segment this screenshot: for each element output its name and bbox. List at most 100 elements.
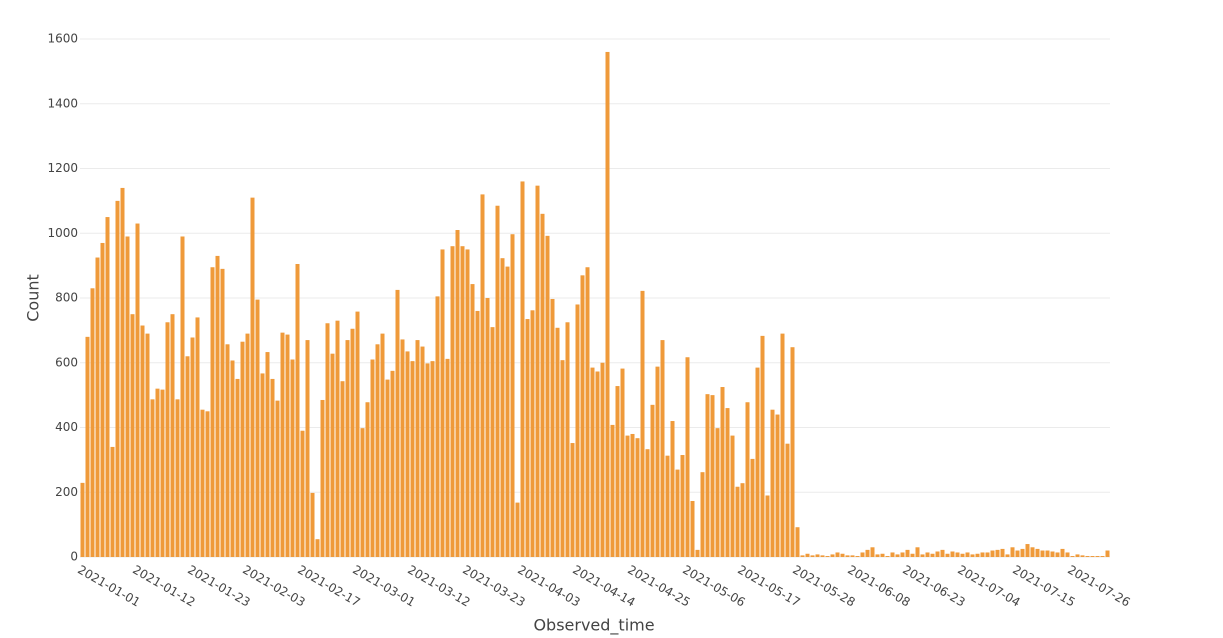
bar (620, 368, 625, 557)
bar (275, 400, 280, 557)
bar (700, 472, 705, 557)
bar (410, 361, 415, 557)
bar (350, 328, 355, 557)
bar (860, 552, 865, 557)
bar (845, 555, 850, 557)
bar (460, 246, 465, 557)
bar (565, 322, 570, 557)
bar (185, 356, 190, 557)
bar (590, 367, 595, 557)
bar (555, 327, 560, 557)
bar (685, 357, 690, 557)
bar (290, 359, 295, 557)
bar (835, 552, 840, 557)
bar (725, 408, 730, 557)
bar (280, 332, 285, 557)
bar (790, 347, 795, 557)
bar (585, 267, 590, 557)
bar (945, 553, 950, 557)
bar (435, 296, 440, 557)
bar (220, 268, 225, 557)
bar (1025, 544, 1030, 557)
bar (500, 258, 505, 557)
bar (550, 298, 555, 557)
bar (465, 249, 470, 557)
bar (160, 389, 165, 557)
bar (815, 554, 820, 557)
bar (730, 435, 735, 557)
bar (525, 319, 530, 557)
bar (430, 361, 435, 557)
bar (1055, 552, 1060, 557)
bar (645, 449, 650, 557)
bar (100, 242, 105, 557)
bar (540, 213, 545, 557)
bar (810, 555, 815, 557)
bar (235, 378, 240, 557)
y-tick-label: 1400 (47, 96, 78, 110)
bar (560, 360, 565, 557)
bar (215, 255, 220, 557)
bar (630, 433, 635, 557)
bar (940, 549, 945, 557)
bar (665, 455, 670, 557)
x-tick-label: 2021-07-26 (1065, 563, 1132, 610)
bar (240, 341, 245, 557)
bar (825, 556, 830, 557)
bar (480, 194, 485, 557)
bar (190, 337, 195, 557)
bar (915, 547, 920, 557)
y-axis-title: Count (24, 274, 43, 322)
bar (265, 352, 270, 557)
bar (1040, 550, 1045, 557)
bar (610, 424, 615, 557)
bar (615, 386, 620, 557)
bar (270, 378, 275, 557)
bar (840, 553, 845, 557)
bar (255, 299, 260, 557)
bar (400, 339, 405, 557)
bar (635, 438, 640, 557)
bar (925, 552, 930, 557)
bar (710, 395, 715, 557)
bar (115, 200, 120, 557)
bar (315, 539, 320, 557)
bar (695, 549, 700, 557)
bar (370, 359, 375, 557)
bar (890, 552, 895, 557)
bar (245, 333, 250, 557)
bar (310, 492, 315, 557)
bar (475, 310, 480, 557)
bar (950, 551, 955, 557)
bar (80, 482, 85, 557)
bar (140, 325, 145, 557)
bar (520, 181, 525, 557)
bar (180, 236, 185, 558)
bar (380, 333, 385, 557)
bar (930, 553, 935, 557)
bar (110, 446, 115, 557)
bar (905, 549, 910, 557)
bar (760, 335, 765, 557)
bar (640, 290, 645, 557)
bar (535, 185, 540, 557)
bar (1020, 548, 1025, 557)
bar (1035, 548, 1040, 557)
bar (975, 553, 980, 557)
bar (830, 554, 835, 557)
bar (1010, 547, 1015, 557)
bar (495, 205, 500, 557)
bar (870, 547, 875, 557)
bar (1060, 548, 1065, 557)
bar (320, 399, 325, 557)
bar (345, 340, 350, 557)
bar (1000, 548, 1005, 557)
bar (375, 344, 380, 557)
bar (295, 264, 300, 557)
bar (1015, 550, 1020, 557)
bar (865, 549, 870, 557)
bar (510, 234, 515, 557)
bar (175, 399, 180, 557)
bar (720, 387, 725, 557)
